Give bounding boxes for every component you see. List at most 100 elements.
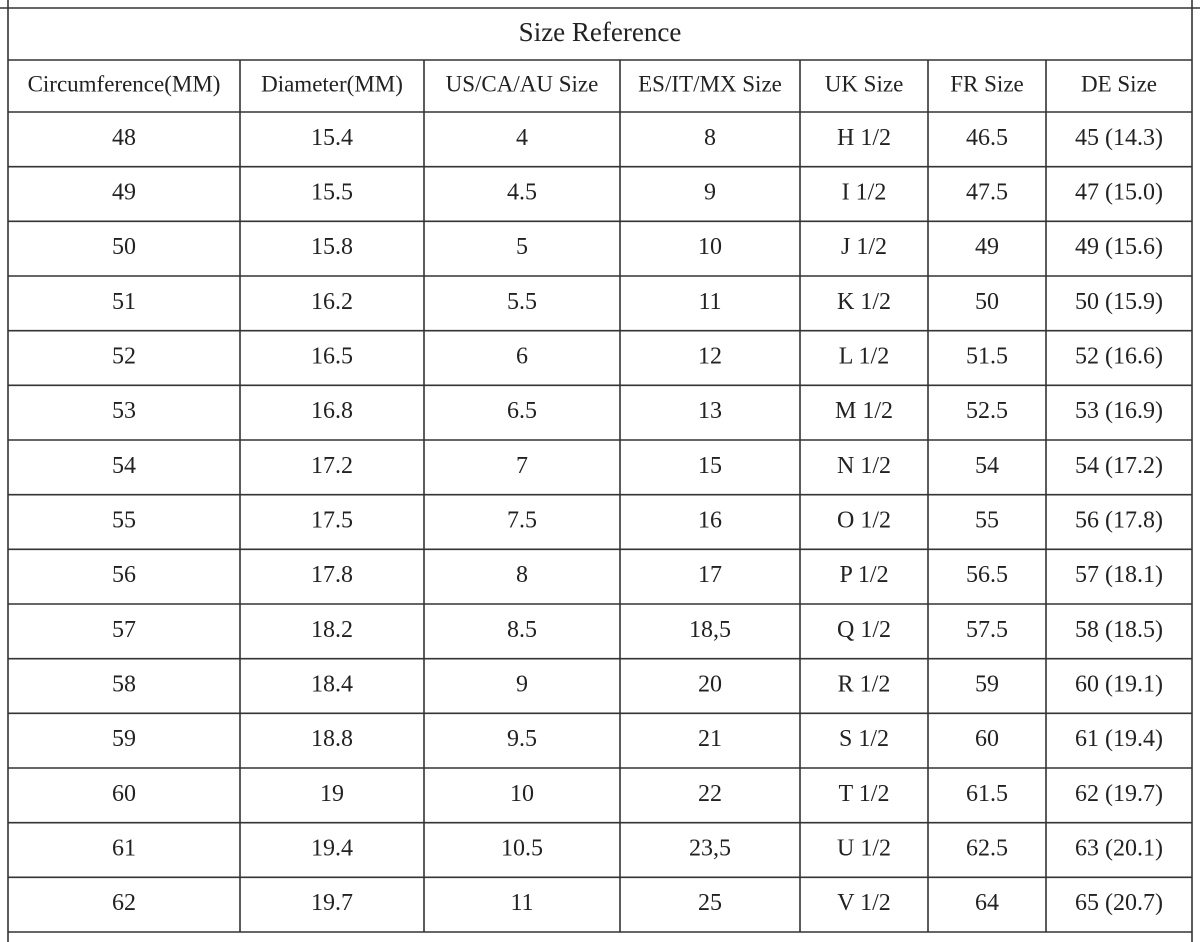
cell: 22: [698, 781, 722, 807]
cell: 17.2: [311, 453, 353, 479]
cell: 8: [704, 125, 716, 151]
cell: 16.8: [311, 398, 353, 424]
cell: 10: [698, 234, 722, 260]
cell: P 1/2: [839, 562, 888, 588]
cell: 19.4: [311, 836, 353, 862]
cell: 59: [112, 726, 136, 752]
cell: 58: [112, 672, 136, 698]
cell: 17: [698, 562, 722, 588]
cell: 23,5: [689, 836, 731, 862]
cell: 55: [975, 508, 999, 534]
cell: 17.8: [311, 562, 353, 588]
cell: J 1/2: [841, 234, 887, 260]
column-header: DE Size: [1081, 71, 1157, 96]
cell: 15.8: [311, 234, 353, 260]
cell: 59: [975, 672, 999, 698]
cell: 9: [704, 180, 716, 206]
cell: 11: [510, 890, 533, 916]
cell: 55: [112, 508, 136, 534]
cell: 11: [698, 289, 721, 315]
cell: 16.5: [311, 344, 353, 370]
cell: 18.2: [311, 617, 353, 643]
cell: 54: [975, 453, 999, 479]
cell: 8: [516, 562, 528, 588]
cell: Q 1/2: [837, 617, 891, 643]
column-header: Diameter(MM): [261, 71, 403, 96]
cell: 21: [698, 726, 722, 752]
cell: 63 (20.1): [1075, 836, 1163, 862]
cell: 46.5: [966, 125, 1008, 151]
cell: O 1/2: [837, 508, 891, 534]
cell: U 1/2: [837, 836, 891, 862]
cell: 62: [112, 890, 136, 916]
cell: 52.5: [966, 398, 1008, 424]
cell: V 1/2: [837, 890, 891, 916]
cell: 49: [112, 180, 136, 206]
cell: 25: [698, 890, 722, 916]
cell: 8.5: [507, 617, 537, 643]
cell: S 1/2: [839, 726, 889, 752]
cell: 58 (18.5): [1075, 617, 1163, 643]
table-title: Size Reference: [519, 17, 682, 47]
cell: 15.5: [311, 180, 353, 206]
cell: 53 (16.9): [1075, 398, 1163, 424]
cell: 57 (18.1): [1075, 562, 1163, 588]
cell: K 1/2: [837, 289, 891, 315]
cell: 62.5: [966, 836, 1008, 862]
cell: 65 (20.7): [1075, 890, 1163, 916]
column-header: US/CA/AU Size: [446, 71, 599, 96]
cell: L 1/2: [839, 344, 889, 370]
cell: 49 (15.6): [1075, 234, 1163, 260]
column-header: Circumference(MM): [28, 71, 221, 96]
cell: 12: [698, 344, 722, 370]
cell: 18.4: [311, 672, 353, 698]
cell: 61 (19.4): [1075, 726, 1163, 752]
cell: 48: [112, 125, 136, 151]
cell: 4: [516, 125, 528, 151]
cell: 20: [698, 672, 722, 698]
column-header: FR Size: [950, 71, 1023, 96]
cell: 50 (15.9): [1075, 289, 1163, 315]
cell: 16: [698, 508, 722, 534]
cell: M 1/2: [835, 398, 893, 424]
cell: 54 (17.2): [1075, 453, 1163, 479]
cell: 61: [112, 836, 136, 862]
cell: 60: [975, 726, 999, 752]
cell: 64: [975, 890, 999, 916]
cell: 47.5: [966, 180, 1008, 206]
column-header: UK Size: [825, 71, 904, 96]
cell: 9: [516, 672, 528, 698]
cell: 51.5: [966, 344, 1008, 370]
cell: 62 (19.7): [1075, 781, 1163, 807]
cell: N 1/2: [837, 453, 891, 479]
cell: 18.8: [311, 726, 353, 752]
column-header: ES/IT/MX Size: [638, 71, 782, 96]
cell: 52: [112, 344, 136, 370]
cell: 60: [112, 781, 136, 807]
cell: 9.5: [507, 726, 537, 752]
cell: 56.5: [966, 562, 1008, 588]
cell: 56 (17.8): [1075, 508, 1163, 534]
cell: 52 (16.6): [1075, 344, 1163, 370]
cell: 5: [516, 234, 528, 260]
cell: 50: [975, 289, 999, 315]
cell: 50: [112, 234, 136, 260]
cell: 6: [516, 344, 528, 370]
cell: 57.5: [966, 617, 1008, 643]
cell: 17.5: [311, 508, 353, 534]
cell: 19: [320, 781, 344, 807]
cell: 53: [112, 398, 136, 424]
cell: 10.5: [501, 836, 543, 862]
cell: 7.5: [507, 508, 537, 534]
cell: 56: [112, 562, 136, 588]
cell: 47 (15.0): [1075, 180, 1163, 206]
cell: 7: [516, 453, 528, 479]
cell: 16.2: [311, 289, 353, 315]
cell: I 1/2: [842, 180, 887, 206]
cell: 61.5: [966, 781, 1008, 807]
cell: 45 (14.3): [1075, 125, 1163, 151]
cell: 54: [112, 453, 136, 479]
cell: H 1/2: [837, 125, 891, 151]
cell: 15.4: [311, 125, 353, 151]
cell: 4.5: [507, 180, 537, 206]
